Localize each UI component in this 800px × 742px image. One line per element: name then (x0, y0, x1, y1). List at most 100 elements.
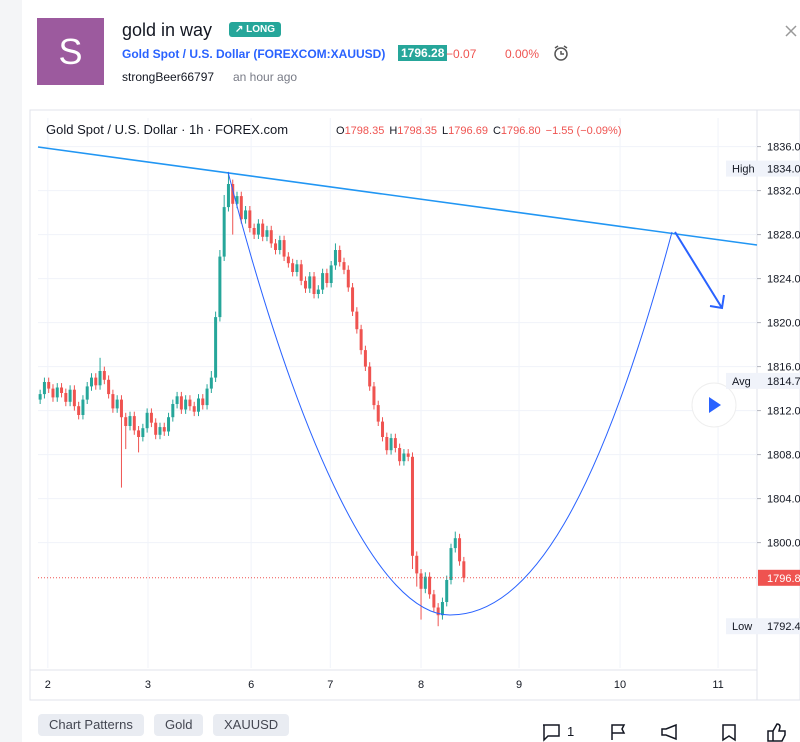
candle-body (205, 388, 209, 406)
legend-key: H (389, 125, 397, 137)
comment-icon[interactable] (543, 724, 560, 742)
close-icon[interactable] (784, 24, 798, 38)
candle-body (124, 417, 128, 426)
legend-change: −1.55 (−0.09%) (546, 125, 622, 137)
idea-title: gold in way (122, 20, 213, 40)
candle-body (77, 406, 81, 415)
candle-body (445, 580, 449, 602)
candle-body (137, 430, 141, 437)
candle-body (338, 250, 342, 263)
candle-body (132, 416, 136, 431)
candle-body (68, 389, 72, 402)
change-pct: 0.00% (505, 47, 540, 61)
flag-icon[interactable] (611, 724, 626, 740)
candle-body (218, 256, 222, 318)
y-tick-label: 1824.0 (767, 274, 800, 286)
candle-body (282, 240, 286, 257)
tag[interactable]: XAUUSD (213, 714, 290, 736)
x-tick-label: 7 (327, 679, 333, 691)
candle-body (265, 230, 269, 237)
candle-body (89, 377, 93, 387)
candle-body (51, 388, 55, 398)
legend-key: L (442, 125, 448, 137)
like-icon[interactable] (767, 723, 786, 742)
candle-body (453, 538, 457, 549)
candle-body (376, 405, 380, 422)
candle-body (192, 406, 196, 412)
candle-body (346, 269, 350, 288)
legend-value: 1798.35 (397, 125, 437, 137)
candle-body (222, 207, 226, 257)
candle-body (248, 210, 252, 228)
candle-body (209, 377, 213, 389)
candle-body (214, 317, 218, 378)
share-icon[interactable] (661, 723, 677, 741)
legend-key: C (493, 125, 501, 137)
candle-body (141, 428, 145, 437)
candle-body (162, 427, 166, 432)
y-tick-label: 1820.0 (767, 318, 800, 330)
x-tick-label: 3 (145, 679, 151, 691)
candle-body (308, 276, 312, 289)
candle-body (321, 273, 325, 290)
alert-icon[interactable] (552, 44, 570, 62)
candle-body (299, 264, 303, 281)
y-tick-label: 1816.0 (767, 362, 800, 374)
last-price-label: 1796.8 (767, 573, 800, 585)
arrow (674, 231, 725, 310)
candle-body (415, 555, 419, 574)
price-line-name: Low (732, 621, 752, 633)
candle-body (385, 437, 389, 451)
candle-body (55, 387, 59, 398)
price-line-label: 1792.4 (767, 621, 800, 633)
candle-body (252, 228, 256, 235)
candle-body (235, 196, 239, 204)
bookmark-icon[interactable] (722, 724, 736, 742)
last-price-box (758, 569, 800, 586)
candle-body (372, 386, 376, 406)
candle-body (423, 576, 427, 589)
candle-body (72, 389, 76, 407)
y-tick-label: 1828.0 (767, 230, 800, 242)
candle-body (47, 382, 51, 389)
candle-body (436, 607, 440, 616)
y-tick-label: 1832.0 (767, 186, 800, 198)
candle-body (111, 394, 115, 409)
candle-body (295, 264, 299, 272)
candle-body (393, 438, 397, 448)
candle-body (333, 250, 337, 266)
author[interactable]: strongBeer66797 (122, 70, 215, 84)
candle-body (128, 416, 132, 426)
candle-body (175, 396, 179, 404)
side-strip (0, 0, 22, 742)
candle-body (158, 427, 162, 435)
candle-body (351, 287, 355, 312)
time: an hour ago (233, 70, 298, 84)
candle-body (201, 398, 205, 406)
candle-body (119, 399, 123, 418)
candle-body (107, 379, 111, 395)
legend-value: 1798.35 (345, 125, 385, 137)
symbol-link[interactable]: Gold Spot / U.S. Dollar (FOREXCOM:XAUUSD… (122, 47, 386, 61)
ohlc-legend: O1798.35 H1798.35 L1796.69 C1796.80 −1.55 (−… (336, 125, 622, 137)
y-tick-label: 1804.0 (767, 494, 800, 506)
chart-frame (29, 109, 800, 701)
y-tick-label: 1800.0 (767, 538, 800, 550)
candle-body (167, 417, 171, 432)
candle-body (402, 453, 406, 462)
price-line-name: Avg (732, 376, 751, 388)
candle-body (269, 230, 273, 244)
price-line-box (726, 618, 800, 635)
tag[interactable]: Gold (154, 714, 204, 736)
candle-body (274, 243, 278, 250)
trend-line (37, 146, 758, 246)
candle-body (196, 398, 200, 412)
candle-body (458, 538, 462, 562)
chart-title: Gold Spot / U.S. Dollar · 1h · FOREX.com (46, 122, 288, 137)
tag[interactable]: Chart Patterns (38, 714, 144, 736)
candle-body (149, 412, 153, 423)
candle-body (398, 448, 402, 462)
candle-body (449, 548, 453, 580)
avatar[interactable]: S (37, 18, 104, 85)
